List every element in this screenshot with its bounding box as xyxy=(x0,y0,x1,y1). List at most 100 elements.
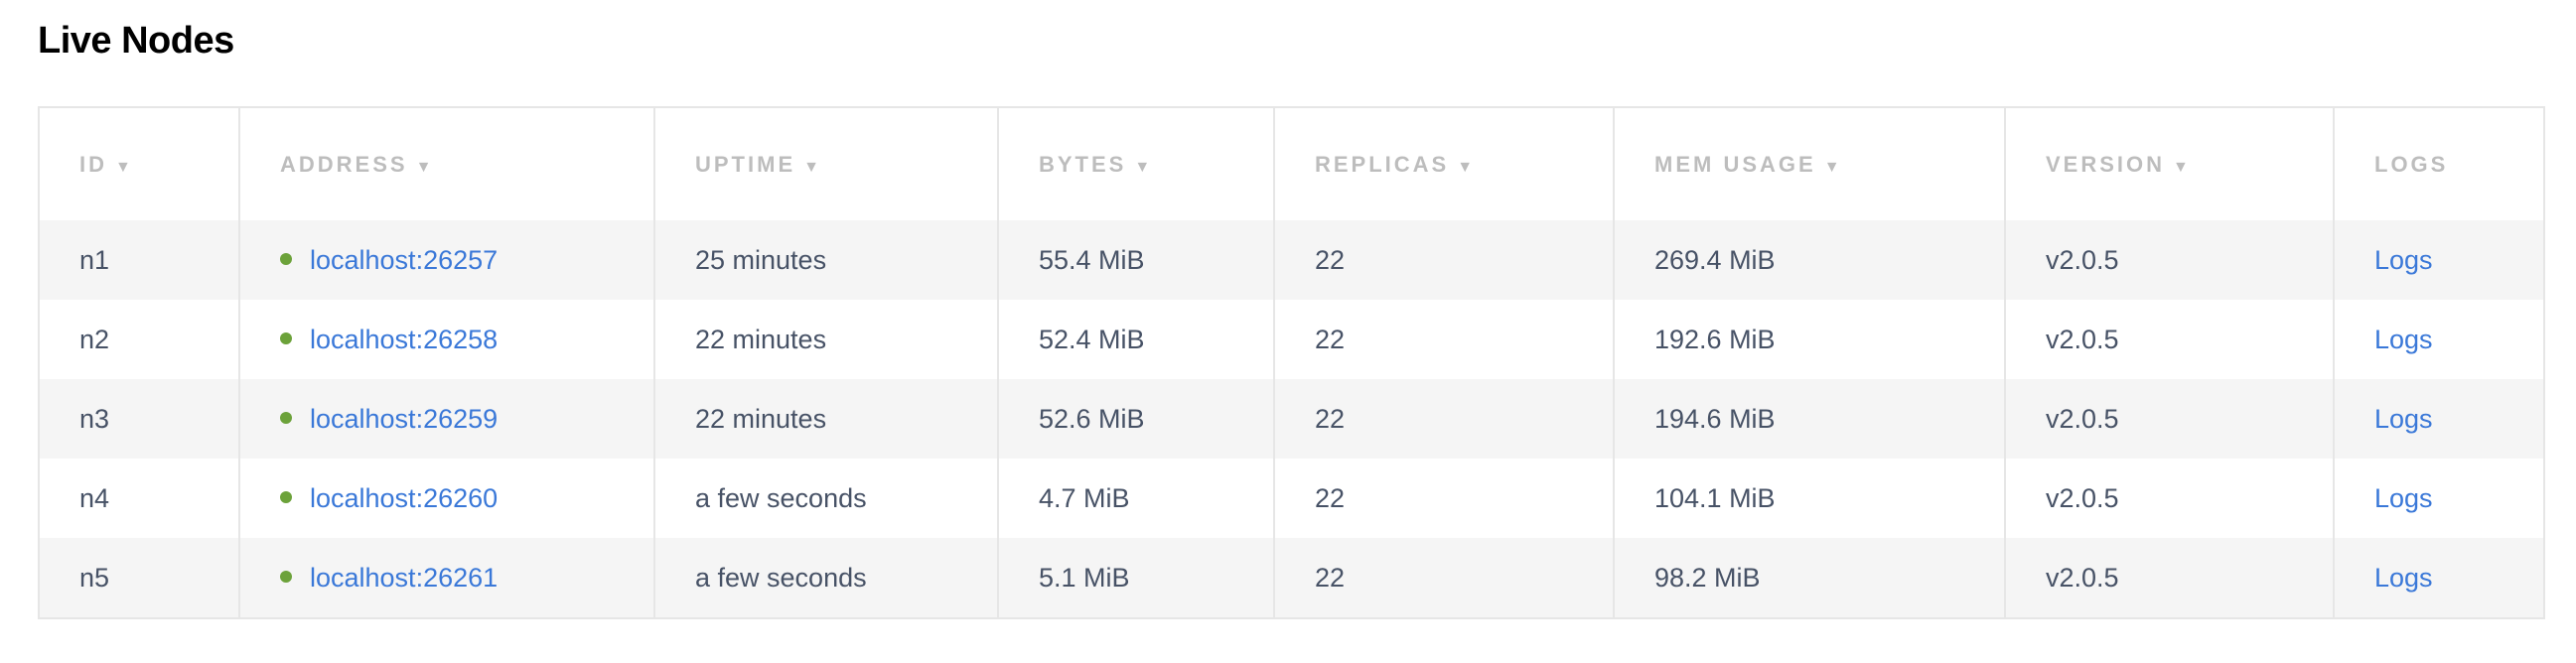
sort-caret-icon[interactable]: ▼ xyxy=(1134,158,1151,176)
page-title: Live Nodes xyxy=(38,20,234,62)
column-header-label: ID xyxy=(79,151,107,177)
cell-address: localhost:26258 xyxy=(238,300,654,379)
cell-replicas: 22 xyxy=(1273,220,1614,300)
column-header-label: Version xyxy=(2046,151,2166,177)
node-address-link[interactable]: localhost:26257 xyxy=(310,244,499,275)
cell-text: 25 minutes xyxy=(695,244,827,275)
status-live-dot-icon xyxy=(280,491,292,504)
cell-text: 5.1 MiB xyxy=(1039,562,1130,593)
sort-caret-icon[interactable]: ▼ xyxy=(415,158,432,176)
cell-bytes: 55.4 MiB xyxy=(997,220,1274,300)
cell-mem: 192.6 MiB xyxy=(1613,300,2005,379)
column-header-label: Mem Usage xyxy=(1654,151,1816,177)
table-header-row: ID ▼ Address ▼ Uptime ▼ Bytes ▼ Replicas ▼ Mem Usa… xyxy=(38,107,2544,220)
cell-text: a few seconds xyxy=(695,482,867,513)
cell-text: 22 xyxy=(1315,562,1346,593)
cell-address: localhost:26257 xyxy=(238,220,654,300)
cell-text: 22 xyxy=(1315,244,1346,275)
cell-text: 52.6 MiB xyxy=(1039,403,1145,434)
sort-caret-icon[interactable]: ▼ xyxy=(1457,158,1474,176)
cell-mem: 269.4 MiB xyxy=(1613,220,2005,300)
logs-link[interactable]: Logs xyxy=(2374,482,2433,513)
cell-text: n5 xyxy=(79,562,110,593)
cell-version: v2.0.5 xyxy=(2004,538,2334,618)
sort-caret-icon[interactable]: ▼ xyxy=(2173,158,2189,176)
node-address-link[interactable]: localhost:26259 xyxy=(310,403,499,434)
cell-mem: 98.2 MiB xyxy=(1613,538,2005,618)
cell-text: 4.7 MiB xyxy=(1039,482,1130,513)
cell-address: localhost:26260 xyxy=(238,459,654,538)
table-row: n2 localhost:26258 22 minutes 52.4 MiB 22 192… xyxy=(38,300,2544,379)
status-live-dot-icon xyxy=(280,571,292,584)
cell-version: v2.0.5 xyxy=(2004,379,2334,459)
column-header-replicas[interactable]: Replicas ▼ xyxy=(1273,107,1614,220)
cell-logs: Logs xyxy=(2333,459,2544,538)
column-header-version[interactable]: Version ▼ xyxy=(2004,107,2334,220)
cell-uptime: 22 minutes xyxy=(653,300,998,379)
status-live-dot-icon xyxy=(280,332,292,345)
cell-text: 192.6 MiB xyxy=(1654,324,1776,354)
cell-text: 22 xyxy=(1315,403,1346,434)
sort-caret-icon[interactable]: ▼ xyxy=(1823,158,1840,176)
column-header-id[interactable]: ID ▼ xyxy=(38,107,239,220)
cell-text: 194.6 MiB xyxy=(1654,403,1776,434)
sort-caret-icon[interactable]: ▼ xyxy=(115,158,131,176)
cell-address: localhost:26261 xyxy=(238,538,654,618)
cell-mem: 104.1 MiB xyxy=(1613,459,2005,538)
cell-bytes: 52.4 MiB xyxy=(997,300,1274,379)
cell-text: 22 minutes xyxy=(695,403,827,434)
cell-text: n2 xyxy=(79,324,110,354)
column-header-label: Replicas xyxy=(1315,151,1450,177)
column-header-uptime[interactable]: Uptime ▼ xyxy=(653,107,998,220)
column-header-bytes[interactable]: Bytes ▼ xyxy=(997,107,1274,220)
cell-id: n1 xyxy=(38,220,239,300)
cell-text: v2.0.5 xyxy=(2046,482,2119,513)
table-row: n4 localhost:26260 a few seconds 4.7 MiB 22 1… xyxy=(38,459,2544,538)
cell-logs: Logs xyxy=(2333,379,2544,459)
cell-text: 55.4 MiB xyxy=(1039,244,1145,275)
table-row: n5 localhost:26261 a few seconds 5.1 MiB 22 9… xyxy=(38,538,2544,618)
node-address-link[interactable]: localhost:26260 xyxy=(310,482,499,513)
cell-text: v2.0.5 xyxy=(2046,562,2119,593)
cell-uptime: a few seconds xyxy=(653,538,998,618)
status-live-dot-icon xyxy=(280,253,292,266)
cell-uptime: 25 minutes xyxy=(653,220,998,300)
cell-replicas: 22 xyxy=(1273,459,1614,538)
cell-bytes: 5.1 MiB xyxy=(997,538,1274,618)
cell-mem: 194.6 MiB xyxy=(1613,379,2005,459)
cell-uptime: 22 minutes xyxy=(653,379,998,459)
cell-address: localhost:26259 xyxy=(238,379,654,459)
logs-link[interactable]: Logs xyxy=(2374,403,2433,434)
cell-bytes: 52.6 MiB xyxy=(997,379,1274,459)
column-header-logs: Logs xyxy=(2333,107,2544,220)
cell-text: 22 minutes xyxy=(695,324,827,354)
cell-text: 22 xyxy=(1315,482,1346,513)
logs-link[interactable]: Logs xyxy=(2374,324,2433,354)
cell-logs: Logs xyxy=(2333,220,2544,300)
cell-text: 269.4 MiB xyxy=(1654,244,1776,275)
cell-id: n2 xyxy=(38,300,239,379)
cell-text: n4 xyxy=(79,482,110,513)
node-address-link[interactable]: localhost:26261 xyxy=(310,562,499,593)
cell-bytes: 4.7 MiB xyxy=(997,459,1274,538)
cell-logs: Logs xyxy=(2333,538,2544,618)
column-header-mem-usage[interactable]: Mem Usage ▼ xyxy=(1613,107,2005,220)
column-header-label: Logs xyxy=(2374,151,2449,177)
live-nodes-table: ID ▼ Address ▼ Uptime ▼ Bytes ▼ Replicas ▼ Mem Usa… xyxy=(38,106,2545,619)
column-header-address[interactable]: Address ▼ xyxy=(238,107,654,220)
cell-text: 98.2 MiB xyxy=(1654,562,1761,593)
cell-text: 52.4 MiB xyxy=(1039,324,1145,354)
cell-logs: Logs xyxy=(2333,300,2544,379)
cell-id: n3 xyxy=(38,379,239,459)
logs-link[interactable]: Logs xyxy=(2374,562,2433,593)
cell-text: 104.1 MiB xyxy=(1654,482,1776,513)
column-header-label: Uptime xyxy=(695,151,796,177)
cell-text: a few seconds xyxy=(695,562,867,593)
node-address-link[interactable]: localhost:26258 xyxy=(310,324,499,354)
sort-caret-icon[interactable]: ▼ xyxy=(803,158,819,176)
logs-link[interactable]: Logs xyxy=(2374,244,2433,275)
table-row: n1 localhost:26257 25 minutes 55.4 MiB 22 269… xyxy=(38,220,2544,300)
column-header-label: Address xyxy=(280,151,408,177)
cell-text: v2.0.5 xyxy=(2046,403,2119,434)
cell-id: n5 xyxy=(38,538,239,618)
